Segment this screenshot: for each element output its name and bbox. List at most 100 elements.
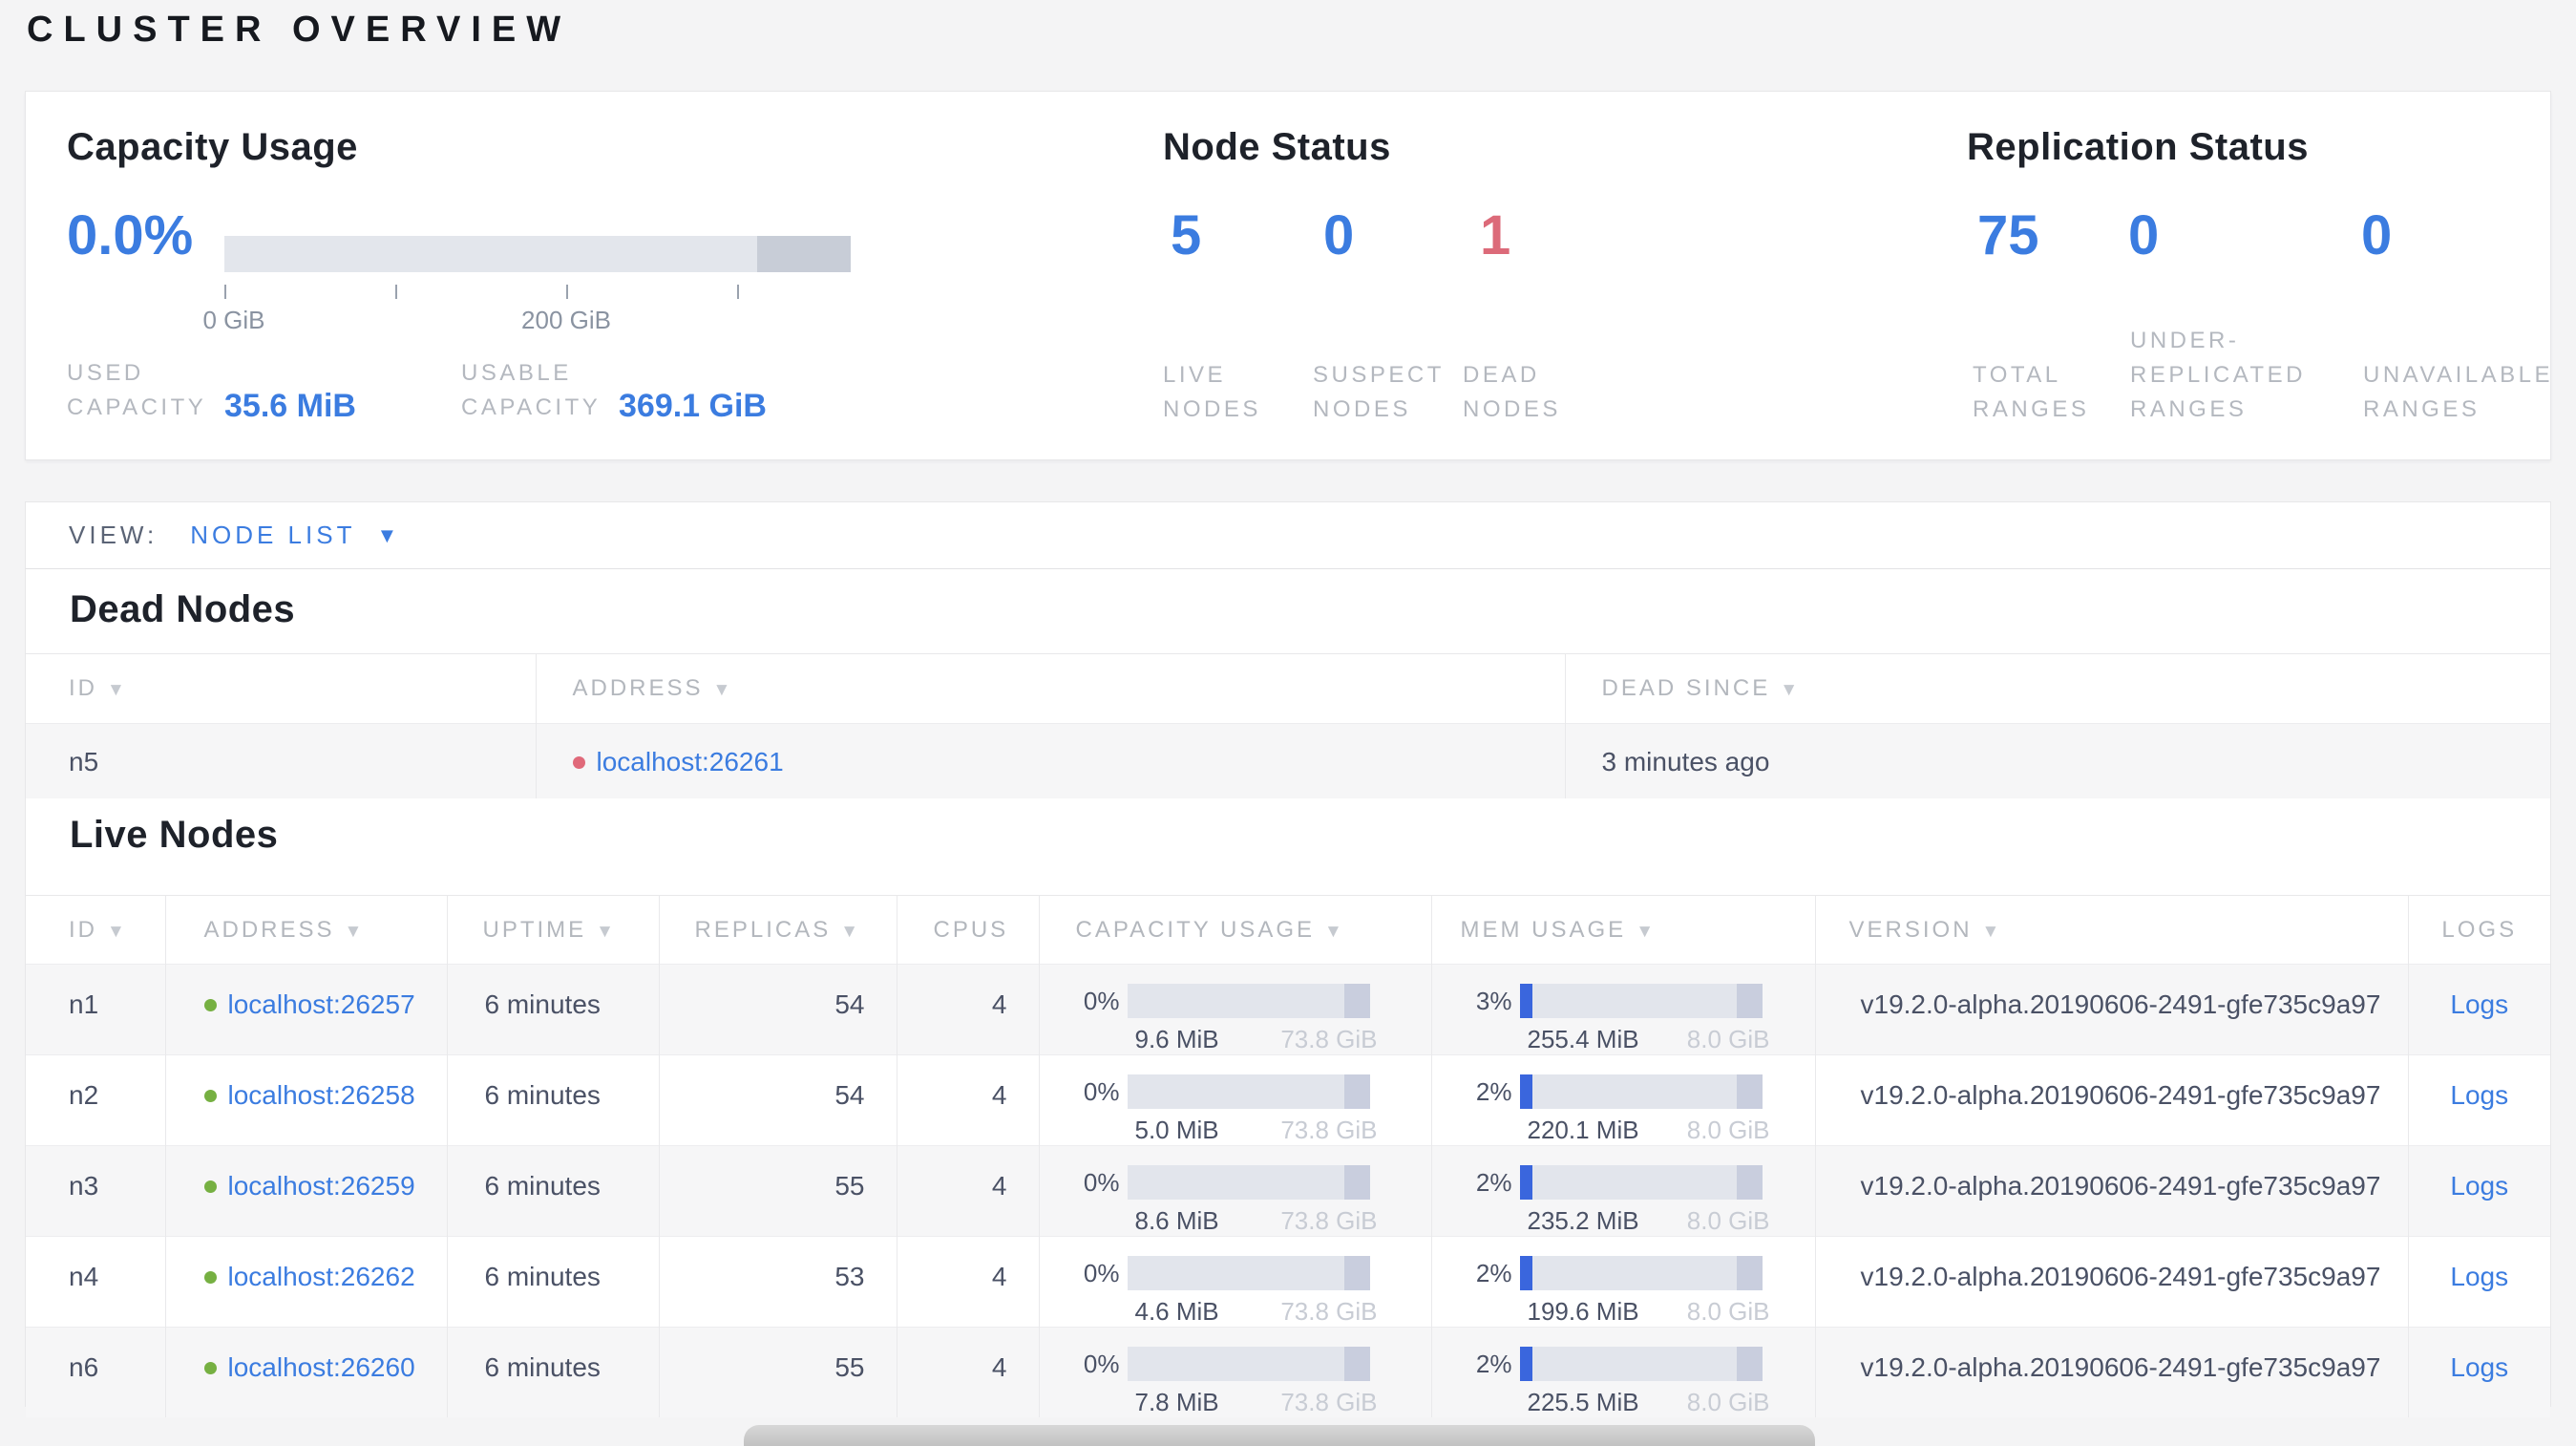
- mem-pct: 2%: [1475, 1258, 1512, 1287]
- usable-capacity-label-line2: CAPACITY: [461, 394, 602, 420]
- capacity-bar-cap: [1343, 984, 1370, 1018]
- capacity-bar-chart: 0 GiB 200 GiB: [202, 204, 851, 334]
- mem-bar-fill: [1519, 1256, 1532, 1290]
- node-cpus: 4: [896, 1327, 1039, 1417]
- live-status-dot-icon: [203, 998, 217, 1011]
- live-nodes-count: 5: [1171, 204, 1202, 266]
- node-mem-usage-cell: 2% 199.6 MiB 8.0 GiB: [1430, 1236, 1815, 1328]
- capacity-mini-bar: [1127, 1074, 1370, 1109]
- dead-col-header-address-label: ADDRESS: [572, 675, 704, 701]
- mem-used-value: 255.4 MiB: [1527, 1025, 1639, 1053]
- node-logs-cell: Logs: [2407, 1327, 2550, 1417]
- dead-nodes-label-line1: DEAD: [1463, 362, 1540, 388]
- node-cpus: 4: [896, 1145, 1039, 1237]
- dead-node-address-link[interactable]: localhost:26261: [596, 747, 784, 776]
- used-capacity-label: USED CAPACITY: [67, 356, 206, 425]
- node-uptime: 6 minutes: [446, 964, 659, 1055]
- logs-link[interactable]: Logs: [2450, 1262, 2509, 1291]
- node-address-link[interactable]: localhost:26258: [227, 1080, 415, 1110]
- node-uptime: 6 minutes: [446, 1054, 659, 1146]
- under-replicated-ranges-label: UNDER- REPLICATED RANGES: [2130, 324, 2306, 427]
- node-mem-usage-cell: 2% 235.2 MiB 8.0 GiB: [1430, 1145, 1815, 1237]
- usable-capacity-label-line1: USABLE: [461, 360, 572, 386]
- node-address-link[interactable]: localhost:26262: [227, 1262, 415, 1291]
- node-mem-usage-cell: 3% 255.4 MiB 8.0 GiB: [1430, 964, 1815, 1055]
- sort-arrow-icon: ▼: [712, 680, 734, 700]
- mem-bar-cap: [1736, 984, 1763, 1018]
- sort-arrow-icon: ▼: [840, 921, 862, 942]
- mem-total-value: 8.0 GiB: [1686, 1116, 1770, 1144]
- mem-pct: 2%: [1475, 1167, 1512, 1197]
- node-id: n4: [69, 1262, 99, 1291]
- mem-mini-bar: [1519, 1347, 1763, 1381]
- axis-tick: [395, 285, 397, 299]
- capacity-total-value: 73.8 GiB: [1280, 1388, 1378, 1416]
- mem-mini-bar: [1519, 1074, 1763, 1109]
- col-header-cpus-label: CPUS: [933, 916, 1009, 943]
- dead-status-dot-icon: [572, 755, 585, 769]
- mem-total-value: 8.0 GiB: [1686, 1388, 1770, 1416]
- node-cpus: 4: [896, 1054, 1039, 1146]
- dead-col-header-dead-since-label: DEAD SINCE: [1601, 675, 1771, 701]
- suspect-nodes-label-line1: SUSPECT: [1313, 362, 1445, 388]
- dead-col-header-id[interactable]: ID ▼: [26, 654, 536, 724]
- logs-link[interactable]: Logs: [2450, 989, 2509, 1019]
- col-header-address[interactable]: ADDRESS ▼: [164, 895, 447, 965]
- col-header-uptime[interactable]: UPTIME ▼: [446, 895, 659, 965]
- view-mode-dropdown[interactable]: NODE LIST ▼: [190, 521, 397, 550]
- node-address-link[interactable]: localhost:26257: [227, 989, 415, 1019]
- col-header-id[interactable]: ID ▼: [26, 896, 165, 965]
- node-capacity-usage-cell: 0% 8.6 MiB 73.8 GiB: [1038, 1145, 1431, 1237]
- capacity-mini-bar: [1127, 984, 1370, 1018]
- col-header-mem-usage[interactable]: MEM USAGE ▼: [1430, 895, 1815, 965]
- sort-arrow-icon: ▼: [1780, 680, 1802, 700]
- node-mem-usage-cell: 2% 225.5 MiB 8.0 GiB: [1430, 1327, 1815, 1417]
- under-replicated-label-line1: UNDER-: [2130, 328, 2240, 353]
- nodes-panel: Dead Nodes ID ▼ ADDRESS ▼ DEAD SINCE ▼ n5 l…: [25, 569, 2551, 1417]
- node-status-section: Node Status 5 0 1 LIVE NODES SUSPECT NOD…: [1163, 92, 1889, 459]
- col-header-logs: LOGS: [2407, 895, 2550, 965]
- dead-col-header-dead-since[interactable]: DEAD SINCE ▼: [1564, 653, 2550, 724]
- logs-link[interactable]: Logs: [2450, 1171, 2509, 1201]
- node-status-heading: Node Status: [1163, 126, 1391, 168]
- mem-used-value: 235.2 MiB: [1527, 1206, 1639, 1235]
- node-replicas: 54: [658, 1054, 897, 1146]
- node-replicas: 55: [658, 1327, 897, 1417]
- node-address-cell: localhost:26262: [164, 1236, 447, 1328]
- under-replicated-label-line2: REPLICATED: [2130, 362, 2306, 388]
- mem-bar-cap: [1736, 1256, 1763, 1290]
- sort-arrow-icon: ▼: [107, 680, 128, 700]
- usable-capacity-label: USABLE CAPACITY: [461, 356, 601, 425]
- node-address-link[interactable]: localhost:26259: [227, 1171, 415, 1201]
- node-logs-cell: Logs: [2407, 1145, 2550, 1237]
- logs-link[interactable]: Logs: [2450, 1352, 2509, 1382]
- mem-bar-cap: [1736, 1347, 1763, 1381]
- axis-tick: [224, 285, 226, 299]
- node-version: v19.2.0-alpha.20190606-2491-gfe735c9a97: [1814, 1054, 2408, 1146]
- capacity-usage-chart: 0.0% 0 GiB 200 GiB: [67, 204, 851, 334]
- mem-pct: 3%: [1475, 986, 1512, 1015]
- col-header-version[interactable]: VERSION ▼: [1814, 895, 2408, 965]
- mem-bar-fill: [1519, 1165, 1532, 1200]
- suspect-nodes-label: SUSPECT NODES: [1313, 358, 1445, 427]
- capacity-total-value: 73.8 GiB: [1280, 1297, 1378, 1326]
- node-capacity-usage-cell: 0% 5.0 MiB 73.8 GiB: [1038, 1054, 1431, 1146]
- dead-nodes-label-line2: NODES: [1463, 396, 1561, 422]
- total-ranges-label-line2: RANGES: [1973, 396, 2090, 422]
- col-header-capacity-usage[interactable]: CAPACITY USAGE ▼: [1038, 895, 1431, 965]
- col-header-replicas[interactable]: REPLICAS ▼: [658, 895, 897, 965]
- mem-bar-fill: [1519, 1074, 1532, 1109]
- node-address-link[interactable]: localhost:26260: [227, 1352, 415, 1382]
- node-mem-usage-cell: 2% 220.1 MiB 8.0 GiB: [1430, 1054, 1815, 1146]
- mem-bar-fill: [1519, 1347, 1532, 1381]
- col-header-version-label: VERSION: [1848, 916, 1973, 943]
- unavailable-ranges-label-line1: UNAVAILABLE: [2363, 362, 2554, 388]
- col-header-cpus: CPUS: [896, 895, 1039, 965]
- dead-nodes-label: DEAD NODES: [1463, 358, 1561, 427]
- overview-summary-panel: Capacity Usage 0.0% 0 GiB 200 GiB USED C…: [25, 91, 2551, 460]
- dead-col-header-address[interactable]: ADDRESS ▼: [535, 653, 1565, 724]
- capacity-percent-value: 0.0%: [67, 204, 194, 266]
- logs-link[interactable]: Logs: [2450, 1080, 2509, 1110]
- axis-label-0gib: 0 GiB: [202, 306, 265, 334]
- capacity-mini-bar: [1127, 1256, 1370, 1290]
